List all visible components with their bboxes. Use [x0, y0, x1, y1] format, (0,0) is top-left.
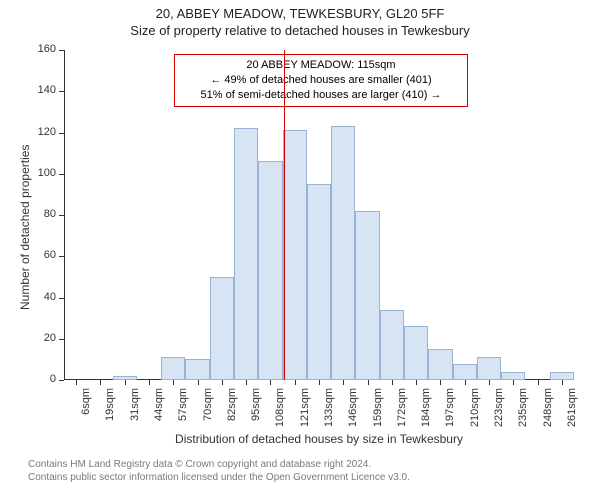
x-tick-label: 210sqm: [469, 388, 481, 428]
x-tick-label: 184sqm: [420, 388, 432, 428]
y-tick-label: 60: [26, 249, 56, 261]
histogram-bar: [380, 310, 404, 380]
x-tick-label: 159sqm: [372, 388, 384, 428]
page-title-address: 20, ABBEY MEADOW, TEWKESBURY, GL20 5FF: [0, 6, 600, 21]
histogram-bar: [501, 372, 525, 380]
page-title-subtitle: Size of property relative to detached ho…: [0, 23, 600, 38]
x-tick-label: 261sqm: [566, 388, 578, 428]
histogram-bar: [234, 128, 258, 380]
y-tick-label: 40: [26, 291, 56, 303]
x-tick-label: 235sqm: [517, 388, 529, 428]
histogram-bar: [161, 357, 185, 380]
histogram-bar: [185, 359, 209, 380]
x-tick-label: 197sqm: [444, 388, 456, 428]
histogram-bar: [550, 372, 574, 380]
x-tick-label: 121sqm: [299, 388, 311, 428]
x-tick-label: 108sqm: [274, 388, 286, 428]
x-tick-label: 223sqm: [493, 388, 505, 428]
y-tick-label: 140: [26, 84, 56, 96]
histogram-bar: [331, 126, 355, 380]
histogram-bar: [113, 376, 137, 380]
y-tick-label: 80: [26, 208, 56, 220]
x-tick-label: 172sqm: [396, 388, 408, 428]
histogram-bar: [307, 184, 331, 380]
x-tick-label: 146sqm: [347, 388, 359, 428]
y-tick-label: 100: [26, 167, 56, 179]
x-tick-label: 82sqm: [226, 388, 238, 428]
histogram-bar: [453, 364, 477, 381]
y-tick-label: 160: [26, 43, 56, 55]
y-tick-label: 120: [26, 126, 56, 138]
x-tick-label: 6sqm: [80, 388, 92, 428]
y-tick-label: 0: [26, 373, 56, 385]
histogram-bar: [404, 326, 428, 380]
x-tick-label: 95sqm: [250, 388, 262, 428]
histogram-bar: [258, 161, 282, 380]
x-tick-label: 19sqm: [104, 388, 116, 428]
histogram-bar: [283, 130, 307, 380]
histogram-bar: [210, 277, 234, 380]
histogram-chart: [64, 50, 574, 380]
x-tick-label: 70sqm: [202, 388, 214, 428]
x-tick-label: 57sqm: [177, 388, 189, 428]
x-tick-label: 133sqm: [323, 388, 335, 428]
x-tick-label: 248sqm: [542, 388, 554, 428]
histogram-bar: [428, 349, 452, 380]
histogram-bar: [477, 357, 501, 380]
x-tick-label: 44sqm: [153, 388, 165, 428]
property-size-marker: [284, 50, 285, 380]
footer-attribution: Contains HM Land Registry data © Crown c…: [28, 458, 410, 484]
footer-line-2: Contains public sector information licen…: [28, 471, 410, 484]
footer-line-1: Contains HM Land Registry data © Crown c…: [28, 458, 410, 471]
histogram-bar: [355, 211, 379, 380]
y-tick-label: 20: [26, 332, 56, 344]
x-tick-label: 31sqm: [129, 388, 141, 428]
x-axis-label: Distribution of detached houses by size …: [64, 432, 574, 446]
